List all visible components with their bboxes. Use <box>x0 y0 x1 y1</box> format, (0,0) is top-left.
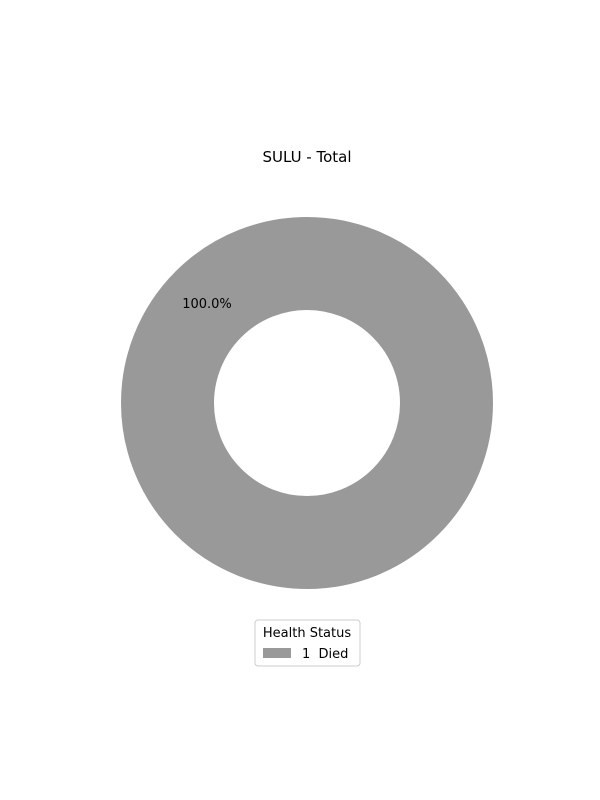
legend-items: 1 Died <box>263 647 348 662</box>
legend-swatch-0 <box>263 648 291 658</box>
legend-title: Health Status <box>263 626 351 641</box>
percent-label-0: 100.0% <box>182 297 232 312</box>
chart-title: SULU - Total <box>262 148 351 166</box>
percent-labels: 100.0% <box>182 297 232 312</box>
legend: Health Status 1 Died <box>254 619 361 667</box>
legend-label-0: 1 Died <box>302 647 348 662</box>
donut-slice-0 <box>121 217 493 589</box>
donut-slices <box>121 217 493 589</box>
